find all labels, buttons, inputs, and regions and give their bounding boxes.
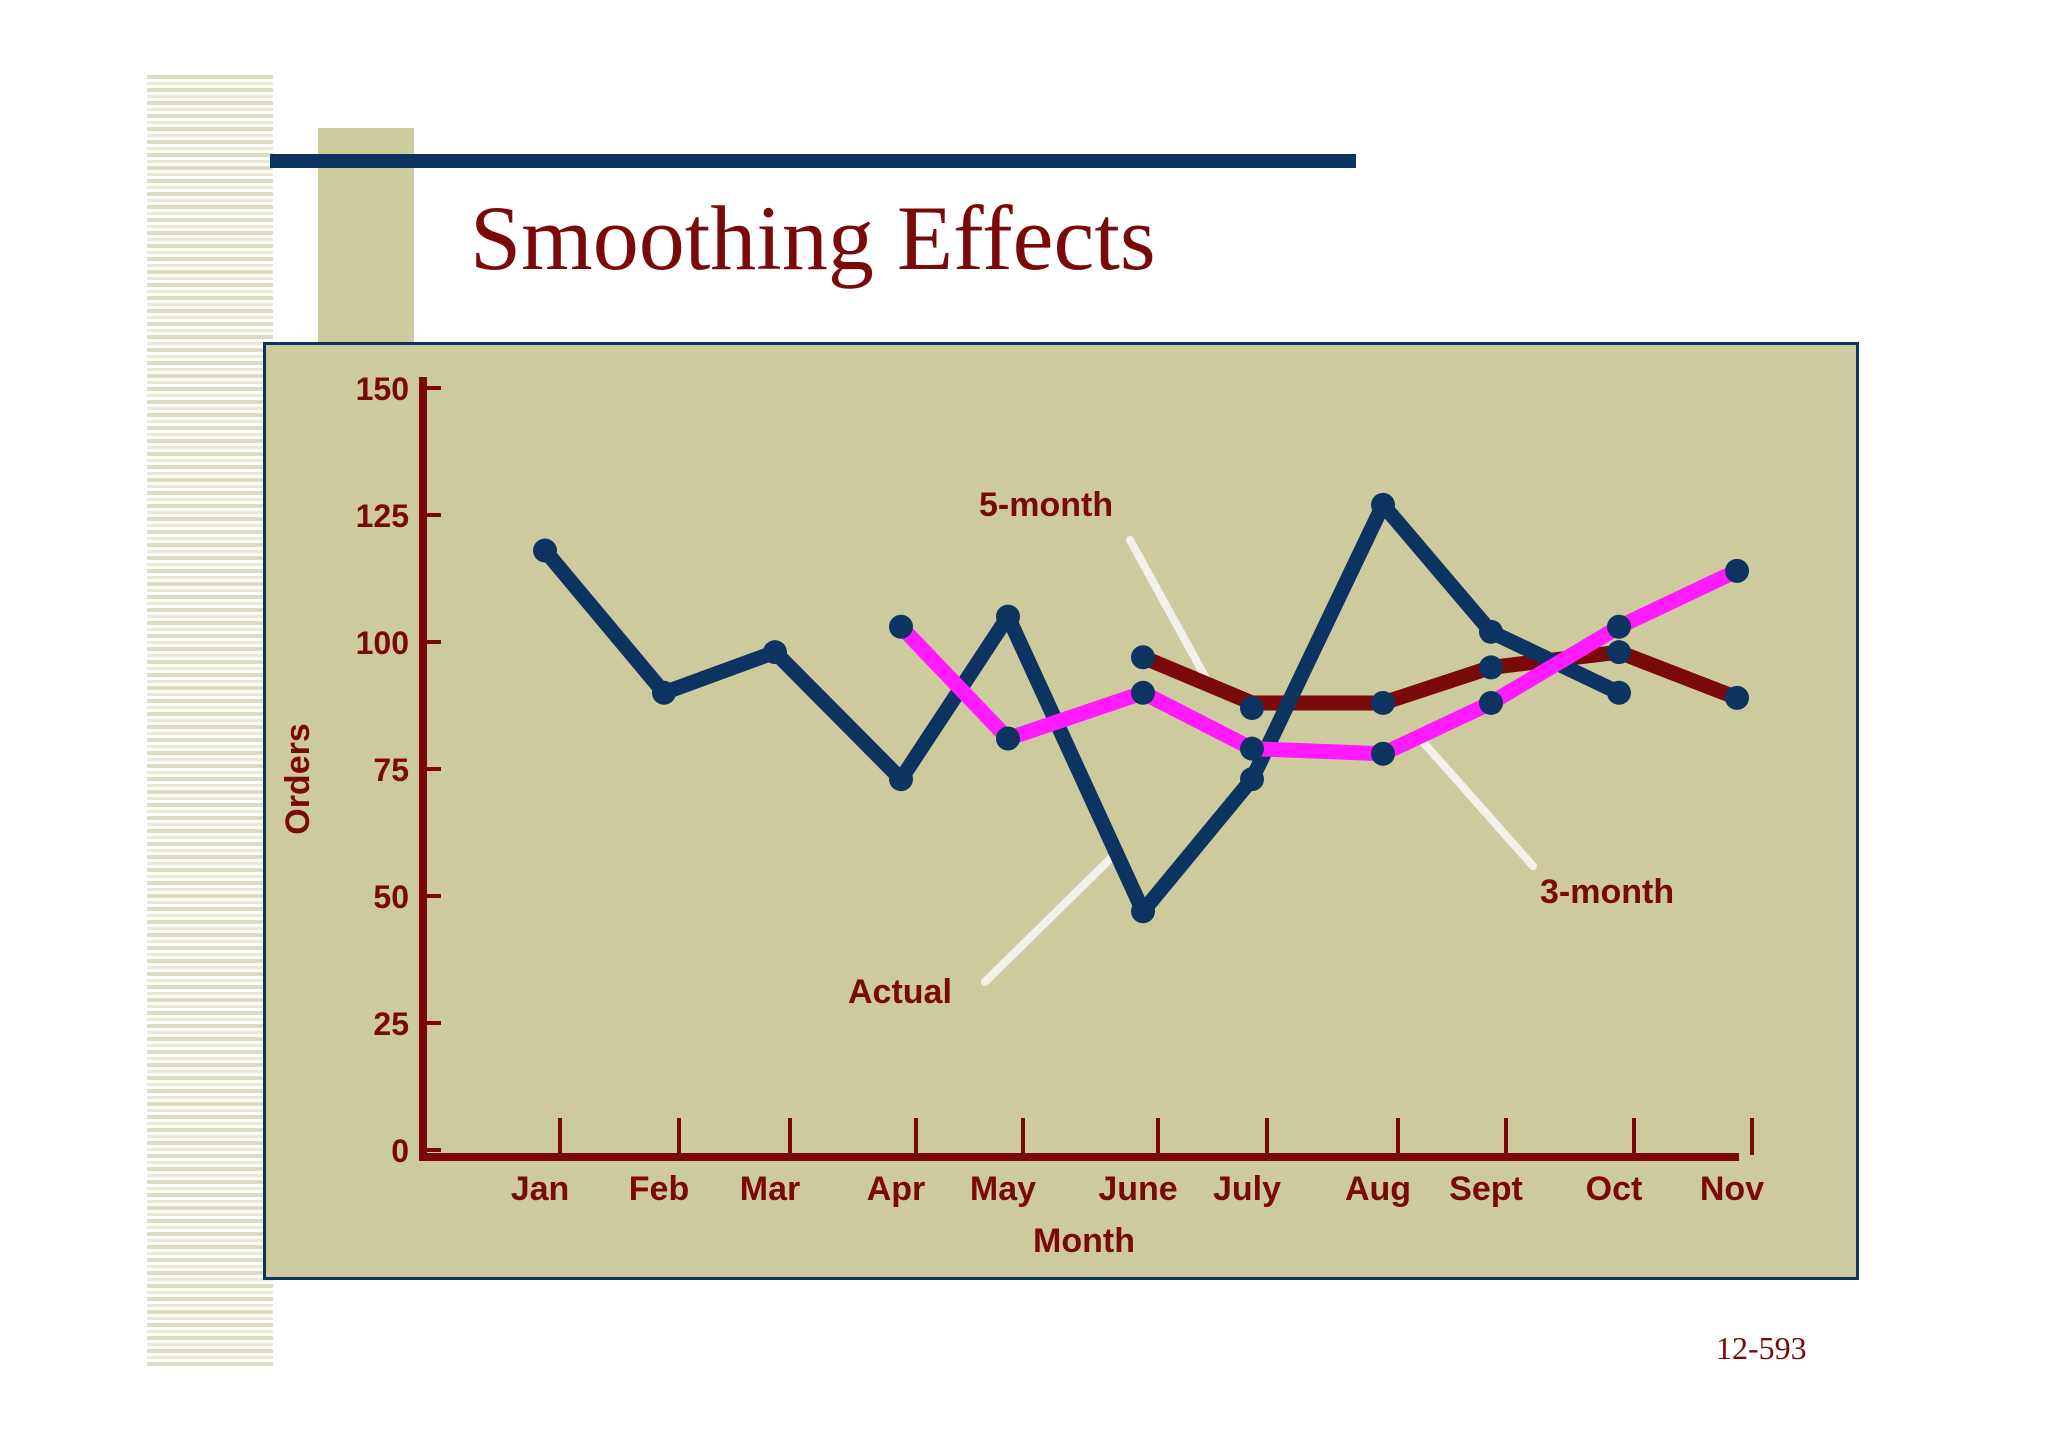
y-tick-label-4: 100 xyxy=(356,625,409,661)
actual-point xyxy=(996,604,1020,629)
x-tick-label-0: Jan xyxy=(511,1170,570,1208)
three-month-label: 3-month xyxy=(1540,873,1674,911)
actual-line xyxy=(537,497,1627,919)
3-month-point xyxy=(1131,680,1155,705)
3-month-point xyxy=(1725,558,1749,583)
actual-point xyxy=(1607,680,1631,705)
3-month-point xyxy=(1240,696,1264,721)
x-tick-label-10: Nov xyxy=(1700,1170,1764,1208)
y-tick-label-6: 150 xyxy=(356,371,409,407)
y-tick-label-5: 125 xyxy=(356,498,409,534)
title-rule xyxy=(270,154,1356,168)
x-tick-label-4: May xyxy=(970,1170,1036,1208)
x-tick-label-2: Mar xyxy=(740,1170,800,1208)
actual-point xyxy=(1725,685,1749,710)
actual-point xyxy=(652,680,676,705)
five-month-label: 5-month xyxy=(979,486,1113,524)
y-tick-label-2: 50 xyxy=(373,879,409,915)
y-tick-label-3: 75 xyxy=(373,752,409,788)
three-month-pointer xyxy=(1419,738,1537,870)
five-month-pointer xyxy=(1126,536,1211,684)
3-month-point xyxy=(996,726,1020,751)
actual-pointer xyxy=(981,852,1117,986)
slide-title: Smoothing Effects xyxy=(470,187,1156,289)
x-tick-label-3: Apr xyxy=(867,1170,926,1208)
actual-point xyxy=(1479,619,1503,644)
y-tick-label-1: 25 xyxy=(373,1006,409,1042)
actual-point xyxy=(1479,655,1503,680)
actual-point xyxy=(1371,690,1395,715)
actual-point xyxy=(533,538,557,563)
actual-point xyxy=(1240,767,1264,792)
3-month-point xyxy=(1479,690,1503,715)
chart-panel xyxy=(263,342,1859,1280)
x-tick-label-7: Aug xyxy=(1345,1170,1411,1208)
smoothing-line-chart: 0 25 50 75 100 125 150 Jan Feb Mar Apr May June July A… xyxy=(279,371,1764,1260)
y-axis-title: Orders xyxy=(279,723,317,835)
actual-point xyxy=(1131,645,1155,670)
x-tick-label-5: June xyxy=(1098,1170,1177,1208)
3-month-point xyxy=(1607,614,1631,639)
x-tick-label-6: July xyxy=(1213,1170,1281,1208)
actual-point xyxy=(1607,640,1631,665)
y-tick-label-0: 0 xyxy=(391,1133,409,1169)
3-month-point xyxy=(889,614,913,639)
3-month-point xyxy=(1371,741,1395,766)
actual-point xyxy=(1131,899,1155,924)
x-tick-label-1: Feb xyxy=(629,1170,689,1208)
actual-point xyxy=(1240,736,1264,761)
actual-point xyxy=(1371,492,1395,517)
actual-label: Actual xyxy=(848,973,952,1011)
page-number: 12-593 xyxy=(1716,1330,1807,1366)
5-month-line xyxy=(1135,644,1745,711)
actual-point xyxy=(889,767,913,792)
actual-point xyxy=(763,640,787,665)
x-tick-label-8: Sept xyxy=(1449,1170,1523,1208)
x-tick-label-9: Oct xyxy=(1586,1170,1643,1208)
x-axis-title: Month xyxy=(1033,1222,1135,1260)
3-month-line xyxy=(893,563,1745,762)
decorative-stripes xyxy=(147,75,273,1369)
